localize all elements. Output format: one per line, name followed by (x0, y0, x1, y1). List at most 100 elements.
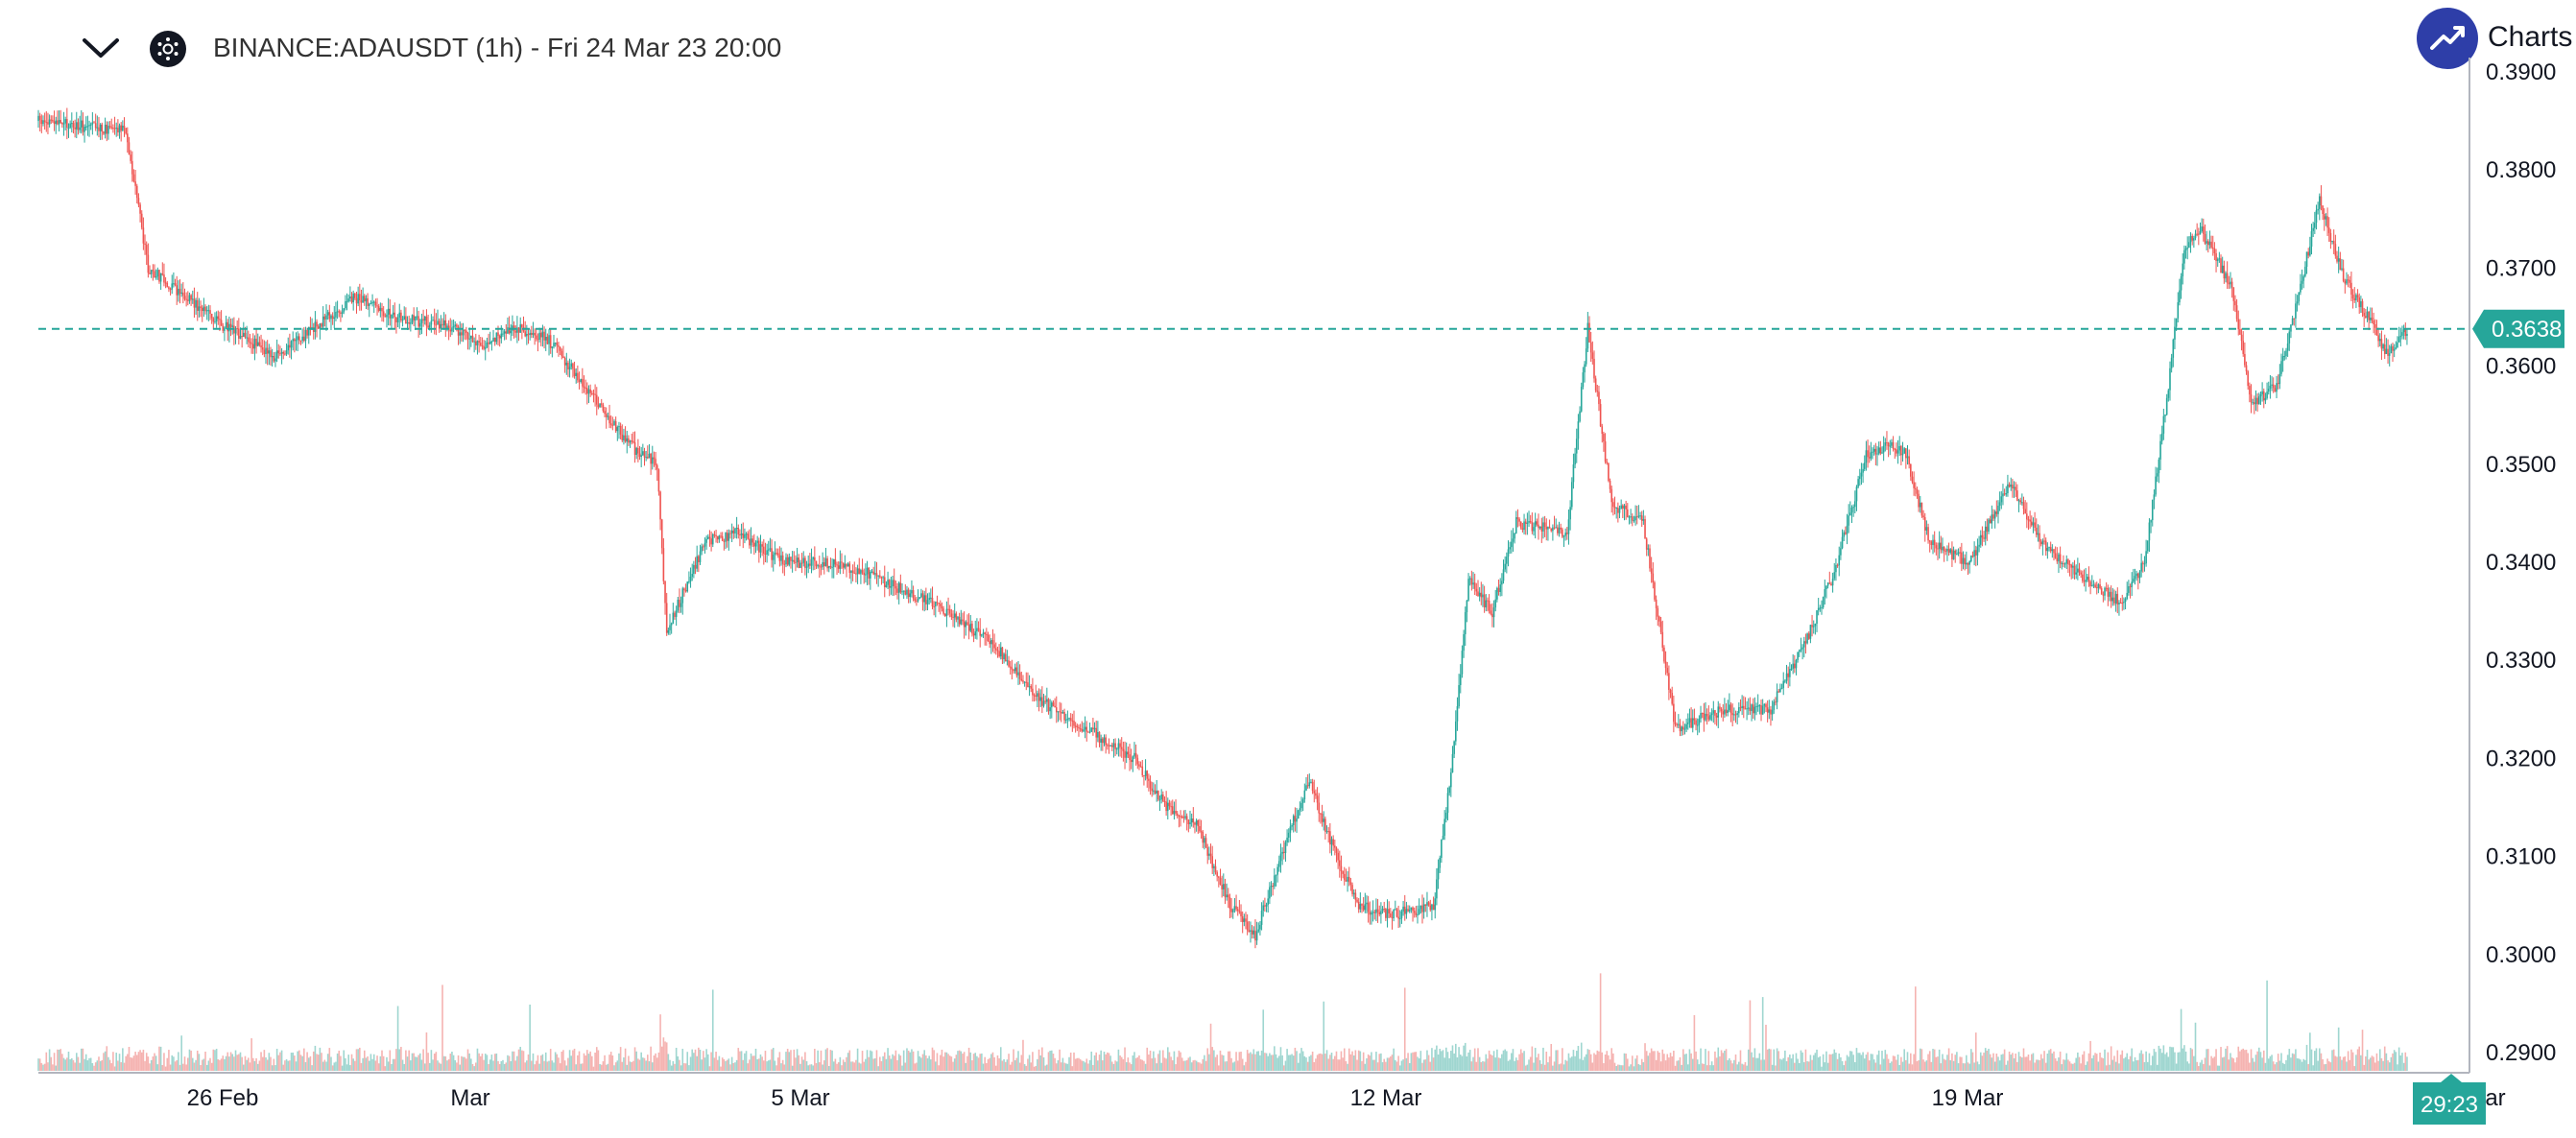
candle (52, 115, 54, 124)
volume-bar (2257, 1047, 2260, 1071)
volume-bar (182, 1063, 184, 1071)
candle (1491, 603, 1493, 628)
volume-bar (503, 1063, 506, 1071)
volume-bar (1144, 1063, 1147, 1071)
volume-bar (2267, 1058, 2270, 1071)
candle (1361, 903, 1363, 913)
candle (1710, 708, 1713, 722)
volume-bar (696, 1055, 698, 1071)
volume-bar (1515, 1057, 1517, 1071)
candle (413, 307, 415, 327)
volume-bar (1833, 1049, 1836, 1071)
volume-bar (1596, 1050, 1599, 1071)
volume-bar (781, 1059, 784, 1071)
volume-bar (323, 1059, 326, 1071)
candle (2337, 246, 2340, 273)
candle (1299, 801, 1301, 816)
volume-bar (1477, 1048, 1479, 1071)
candle (2082, 570, 2084, 583)
candle (716, 535, 719, 544)
candle (626, 430, 629, 454)
volume-bar (2373, 1056, 2374, 1071)
candle (1765, 702, 1767, 713)
volume-bar (793, 1049, 796, 1071)
volume-bar (349, 1065, 351, 1071)
volume-bar (960, 1051, 963, 1071)
candle (1882, 436, 1885, 462)
candle (1669, 688, 1672, 699)
candle (613, 418, 615, 426)
volume-bar (616, 1060, 619, 1071)
volume-bar (2010, 1055, 2013, 1071)
volume-bar (526, 1060, 528, 1071)
volume-bar (249, 1062, 251, 1071)
volume-bar (558, 1057, 560, 1071)
volume-bar (418, 1053, 421, 1071)
candle (1047, 698, 1050, 715)
volume-bar (430, 1050, 433, 1071)
volume-bar (195, 1059, 197, 1071)
candle (758, 537, 760, 563)
volume-bar (1658, 1052, 1660, 1071)
volume-bar (1586, 1049, 1589, 1071)
candle (2295, 294, 2297, 328)
volume-bar (1299, 1053, 1301, 1071)
candle (553, 334, 555, 349)
volume-bar (1133, 1052, 1135, 1071)
chevron-down-icon[interactable] (79, 31, 123, 65)
volume-bar (75, 1053, 78, 1071)
volume-bar (2170, 1047, 2173, 1071)
volume-bar (516, 1055, 518, 1071)
volume-bar (1741, 1063, 1743, 1071)
volume-bar (1538, 1054, 1539, 1071)
candle (1231, 908, 1234, 919)
candle (942, 605, 944, 616)
brand-label[interactable]: Charts p (2488, 21, 2576, 53)
candle (2339, 251, 2342, 271)
volume-bar (1744, 1061, 1747, 1071)
candle (1795, 658, 1798, 676)
candle (799, 559, 801, 569)
volume-bar (1003, 1058, 1005, 1071)
volume-bar (217, 1058, 220, 1071)
y-tick-label: 0.3100 (2486, 844, 2556, 870)
volume-bar (1891, 1061, 1893, 1071)
volume-bar (1900, 1056, 1902, 1071)
candle (1993, 510, 1996, 529)
candle (2067, 557, 2069, 574)
candle (896, 582, 898, 600)
candle (1259, 920, 1261, 936)
volume-bar (174, 1061, 177, 1071)
volume-bar (461, 1055, 463, 1071)
volume-bar (190, 1050, 192, 1071)
volume-bar (1780, 1059, 1783, 1071)
volume-bar (1631, 1055, 1634, 1071)
candle (1436, 867, 1438, 906)
candle (704, 537, 706, 554)
volume-bar (2230, 1053, 2231, 1071)
y-tick-label: 0.2900 (2486, 1040, 2556, 1066)
candle (495, 332, 498, 345)
volume-bar (1804, 1049, 1807, 1071)
candle (791, 551, 794, 573)
trend-up-icon[interactable] (2417, 8, 2478, 69)
candle (2003, 488, 2006, 496)
y-axis[interactable]: 0.39000.38000.37000.36000.35000.34000.33… (2486, 59, 2556, 1066)
candle (1494, 589, 1497, 612)
candle (145, 241, 148, 265)
candle (285, 344, 288, 357)
candle (201, 304, 203, 322)
volume-bar (214, 1050, 216, 1071)
volume-bar (1081, 1060, 1084, 1071)
candle (1015, 662, 1018, 678)
candle (1303, 783, 1306, 803)
volume-bar (730, 1056, 733, 1071)
candle (2184, 246, 2187, 259)
candle (1905, 447, 1907, 469)
volume-bar (2131, 1048, 2134, 1071)
volume-bar (1930, 1061, 1933, 1071)
volume-bar (243, 1064, 245, 1071)
volume-bar (1639, 1064, 1641, 1071)
